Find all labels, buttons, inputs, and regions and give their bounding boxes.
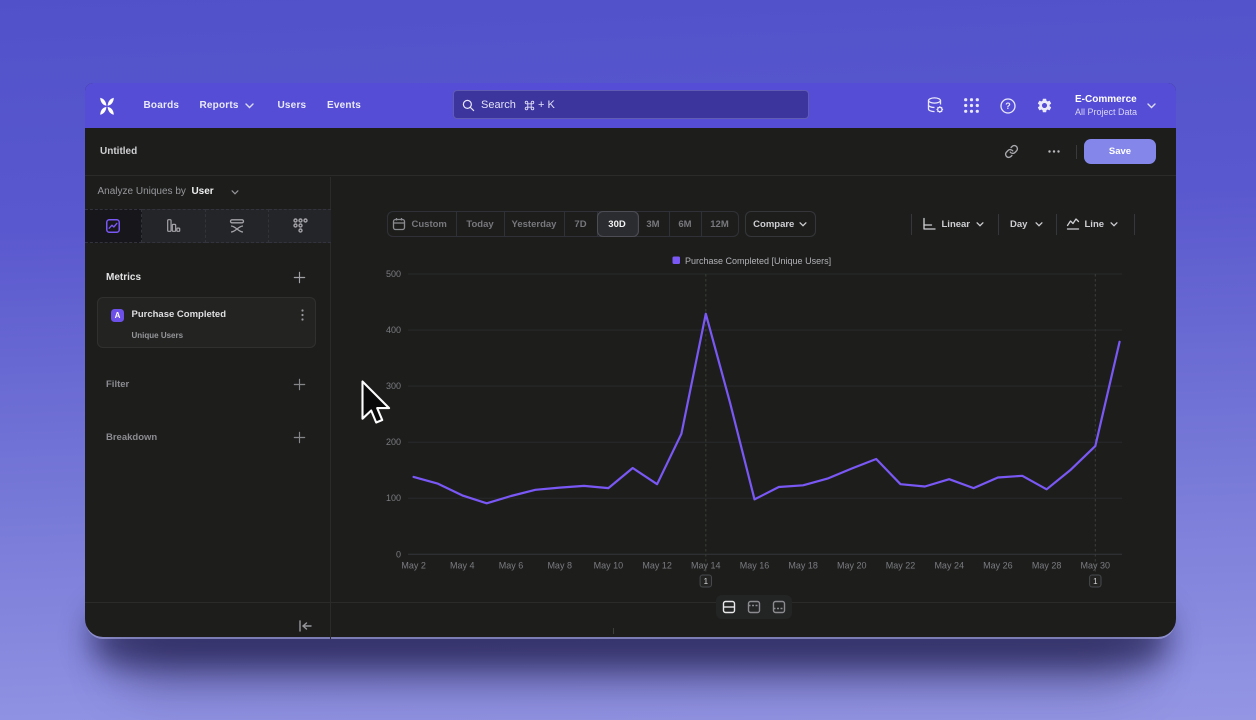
svg-text:May 26: May 26: [983, 561, 1013, 571]
svg-text:May 20: May 20: [837, 561, 867, 571]
svg-text:0: 0: [396, 549, 401, 559]
svg-text:1: 1: [704, 577, 709, 586]
svg-text:?: ?: [1005, 101, 1011, 111]
svg-text:May 10: May 10: [594, 561, 624, 571]
svg-text:May 28: May 28: [1032, 561, 1062, 571]
svg-text:100: 100: [386, 493, 401, 503]
svg-text:200: 200: [386, 437, 401, 447]
svg-text:Purchase Completed [Unique Use: Purchase Completed [Unique Users]: [685, 256, 831, 266]
svg-text:300: 300: [386, 381, 401, 391]
svg-text:May 2: May 2: [401, 561, 426, 571]
svg-text:May 18: May 18: [788, 561, 818, 571]
svg-text:500: 500: [386, 269, 401, 279]
svg-text:1: 1: [1093, 577, 1098, 586]
svg-text:May 12: May 12: [642, 561, 672, 571]
svg-text:May 22: May 22: [886, 561, 916, 571]
svg-text:May 8: May 8: [547, 561, 572, 571]
svg-text:May 4: May 4: [450, 561, 475, 571]
svg-text:May 6: May 6: [499, 561, 524, 571]
svg-text:400: 400: [386, 325, 401, 335]
svg-text:May 24: May 24: [934, 561, 964, 571]
svg-text:May 16: May 16: [740, 561, 770, 571]
